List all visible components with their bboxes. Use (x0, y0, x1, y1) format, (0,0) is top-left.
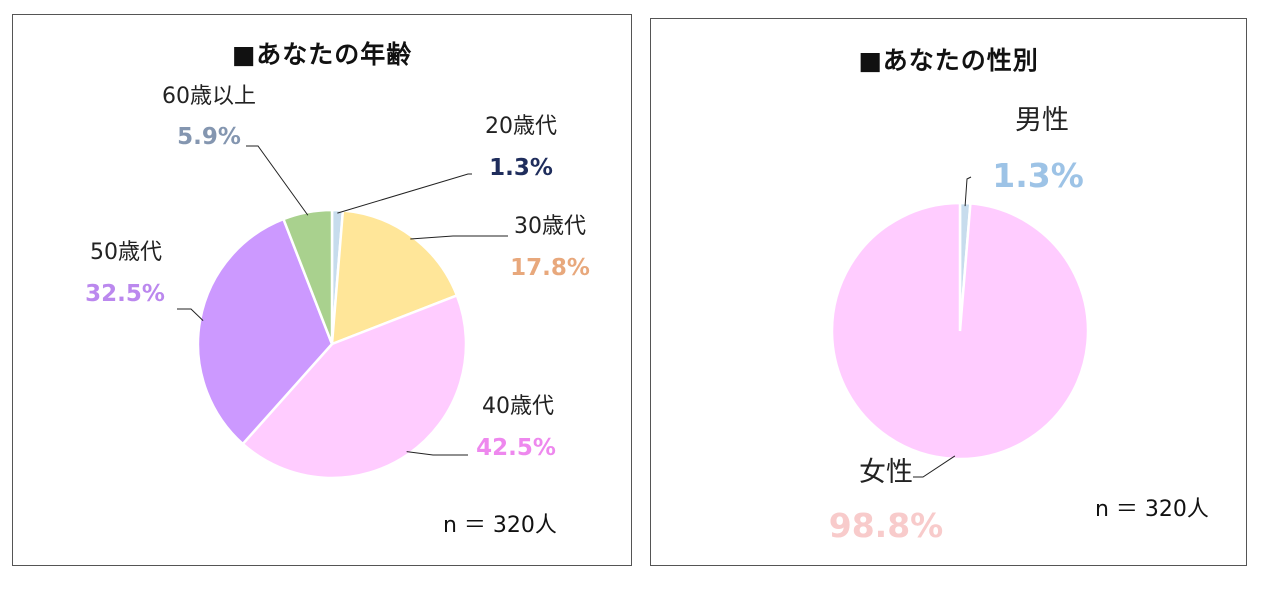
age-category-label-3: 40歳代 (482, 394, 554, 419)
age-pie-slice-4 (196, 217, 334, 446)
age-leader-line-1 (337, 173, 472, 214)
gender-chart-title: ■あなたの性別 (858, 46, 1039, 75)
age-percent-label-1: 1.3% (489, 155, 553, 181)
age-category-label-4: 50歳代 (90, 240, 162, 265)
age-leader-line-4 (177, 308, 204, 322)
gender-pie-chart: 男性 1.3% 女性 98.8% (829, 105, 1090, 545)
age-percent-label-5: 5.9% (177, 124, 241, 150)
age-pie-chart: 20歳代 1.3% 30歳代 17.8% 40歳代 42.5% 50歳代 32.5% 60歳以上… (85, 84, 590, 480)
age-leader-line-5 (246, 145, 309, 216)
age-sample-size: n ＝ 320人 (443, 513, 557, 538)
age-percent-label-3: 42.5% (476, 435, 556, 461)
age-percent-label-4: 32.5% (85, 281, 165, 307)
age-category-label-1: 20歳代 (485, 114, 557, 139)
gender-sample-size: n ＝ 320人 (1095, 497, 1209, 522)
gender-leader-line-2 (913, 455, 956, 478)
gender-category-label-2: 女性 (859, 457, 913, 488)
gender-pie-slice-2 (830, 201, 1090, 461)
age-chart-panel: ■あなたの年齢 n ＝ 320人 20歳代 1.3% 30歳代 17.8% 40歳代 42… (12, 14, 632, 566)
gender-category-label-1: 男性 (1015, 105, 1069, 136)
age-category-label-2: 30歳代 (514, 214, 586, 239)
age-percent-label-2: 17.8% (510, 255, 590, 281)
gender-chart-panel: ■あなたの性別 n ＝ 320人 男性 1.3% 女性 98.8% (650, 18, 1247, 566)
age-pie-slice-5 (281, 208, 334, 345)
age-pie-slice-3 (240, 293, 468, 480)
age-pie-slice-2 (330, 209, 459, 346)
age-leader-line-2 (410, 235, 508, 240)
gender-percent-label-1: 1.3% (992, 156, 1084, 195)
gender-leader-line-1 (964, 176, 972, 207)
age-chart-title: ■あなたの年齢 (231, 40, 413, 69)
age-category-label-5: 60歳以上 (162, 84, 256, 109)
age-leader-line-3 (406, 451, 468, 456)
gender-percent-label-2: 98.8% (829, 506, 944, 545)
